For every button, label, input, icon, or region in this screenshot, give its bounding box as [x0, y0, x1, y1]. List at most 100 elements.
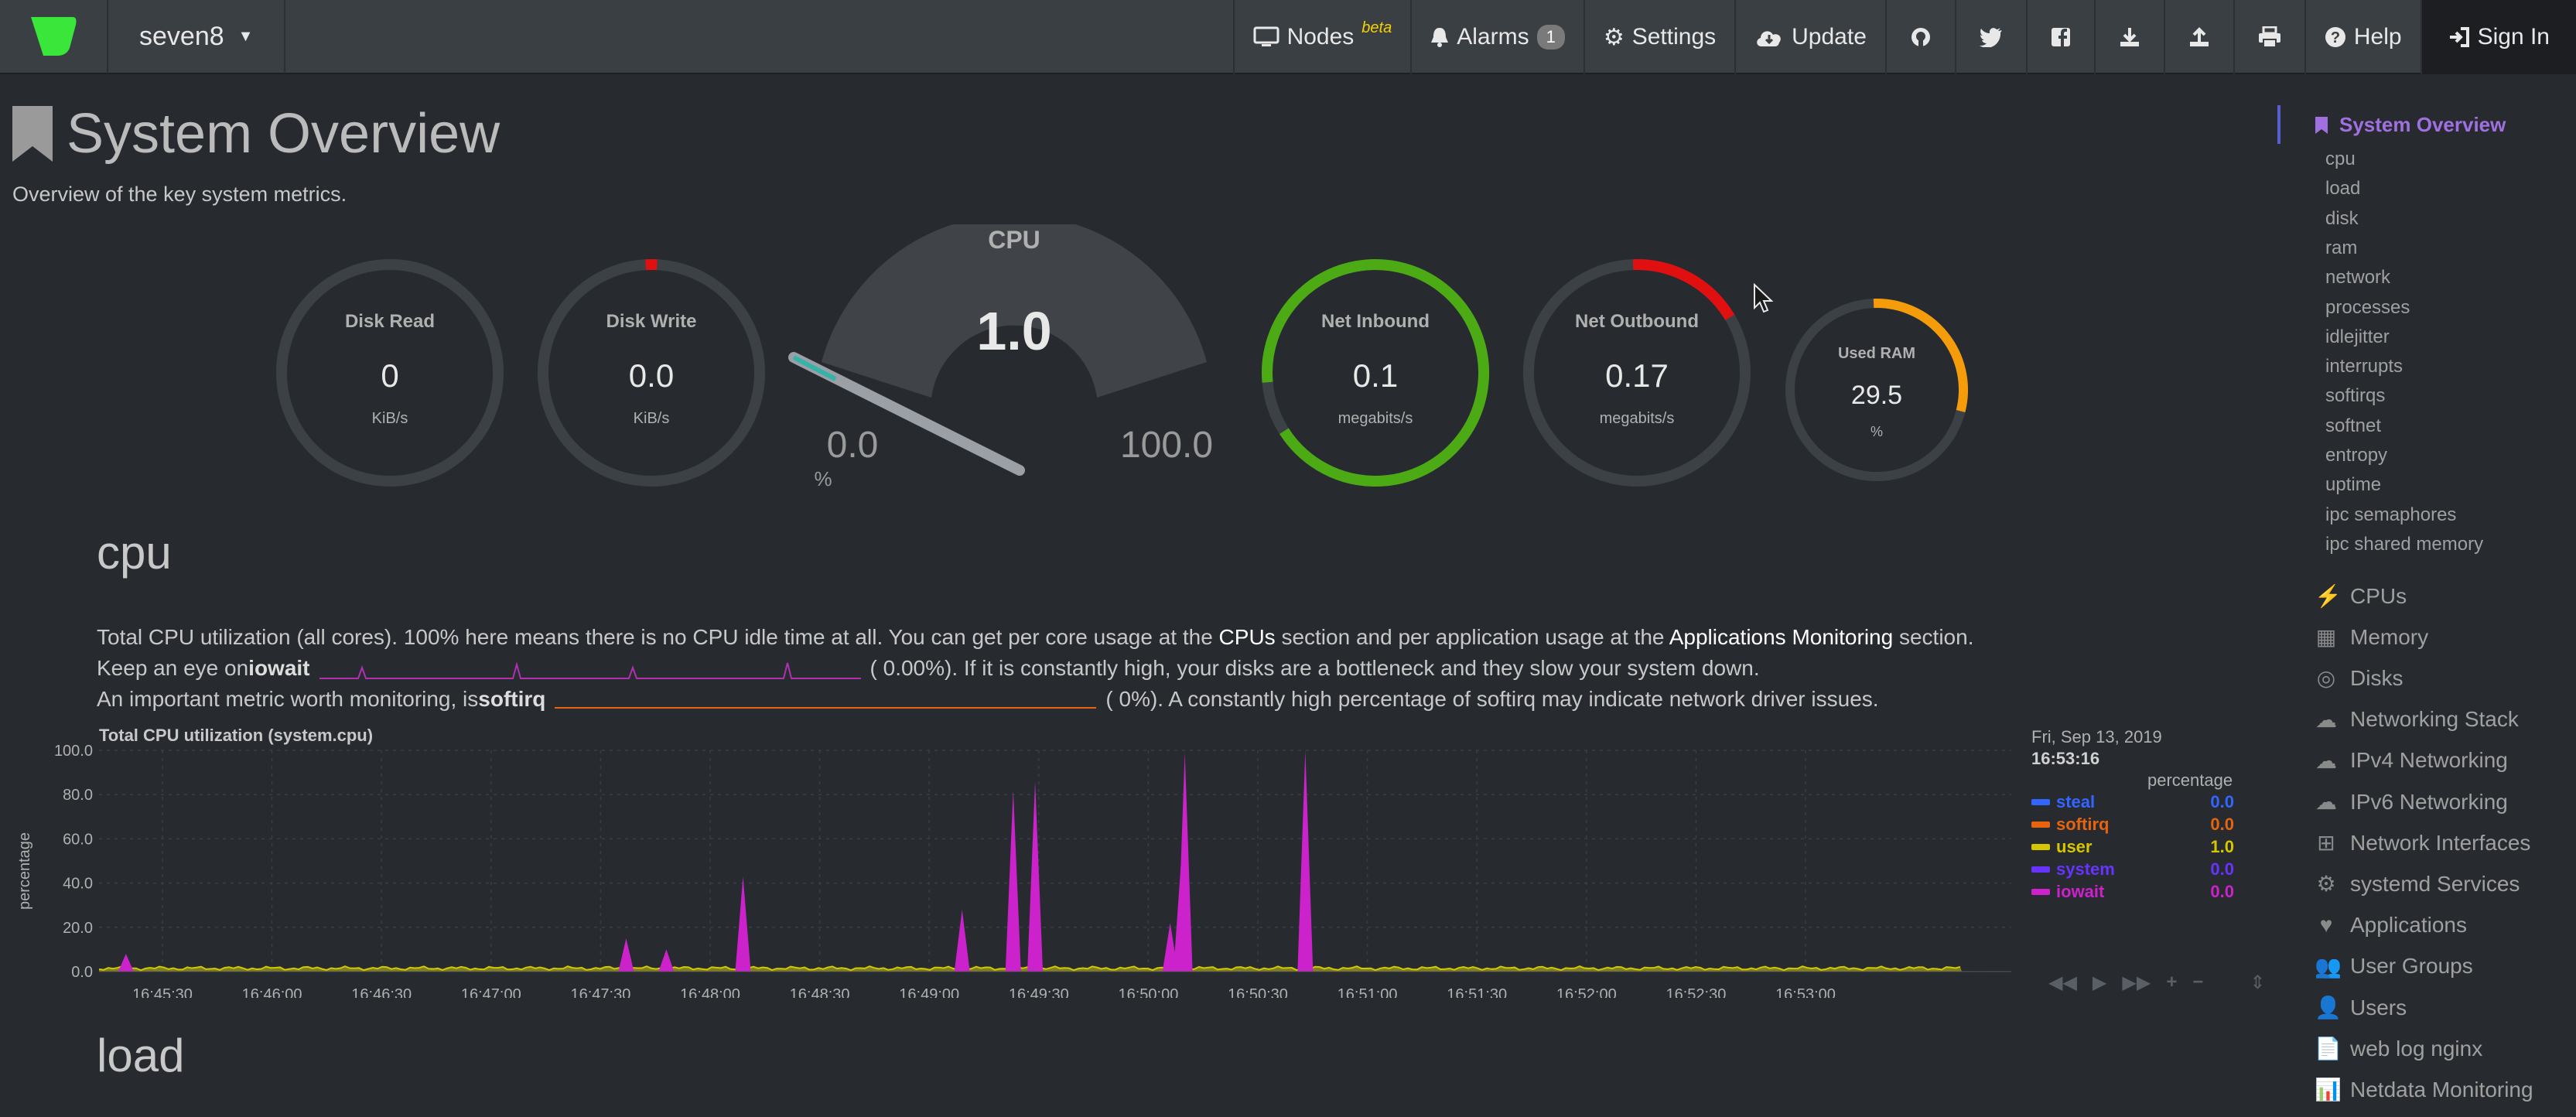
legend-swatch	[2031, 799, 2050, 805]
sidebar-subitem-ipc-semaphores[interactable]: ipc semaphores	[2325, 504, 2457, 525]
svg-text:?: ?	[2331, 29, 2340, 46]
iowait-spike	[1177, 752, 1193, 972]
help-label: Help	[2353, 24, 2402, 50]
legend-series-value: 0.0	[2210, 815, 2234, 834]
netdata-logo[interactable]	[0, 0, 108, 73]
cloud-download-icon	[1757, 31, 1781, 46]
softirq-sparkline	[555, 707, 1097, 709]
iowait-spike	[954, 909, 970, 972]
sidebar-subitem-disk[interactable]: disk	[2325, 207, 2359, 229]
cpu-gauge[interactable]	[788, 224, 1207, 476]
sidebar-subitem-cpu[interactable]: cpu	[2325, 149, 2356, 169]
y-tick-label: 40.0	[63, 876, 93, 893]
sidebar-section-memory[interactable]: ▦ Memory	[2315, 624, 2428, 650]
gear-icon: ⚙	[1603, 24, 1625, 50]
sidebar-section-user-groups[interactable]: 👥 User Groups	[2315, 954, 2473, 979]
update-button[interactable]: Update	[1734, 0, 1885, 74]
help-button[interactable]: ? Help	[2304, 0, 2421, 74]
update-label: Update	[1792, 24, 1867, 50]
resize-handle-icon[interactable]: ⇕	[2250, 972, 2266, 993]
sidebar-subitem-entropy[interactable]: entropy	[2325, 445, 2388, 466]
sidebar-subitem-network[interactable]: network	[2325, 267, 2391, 289]
sidebar-subitem-load[interactable]: load	[2325, 178, 2361, 200]
net-outbound-gauge[interactable]	[1523, 259, 1751, 487]
pan-left-icon[interactable]: ◀◀	[2048, 972, 2077, 993]
print-button[interactable]	[2233, 0, 2304, 74]
y-tick-label: 60.0	[63, 831, 93, 848]
sidebar-section-web-log-nginx[interactable]: 📄 web log nginx	[2315, 1036, 2482, 1061]
sidebar-section-network-interfaces[interactable]: ⊞ Network Interfaces	[2315, 830, 2530, 856]
net-outbound-title: Net Outbound	[1575, 311, 1699, 332]
monitor-icon	[1253, 26, 1279, 46]
sidebar-section-ipv6-networking[interactable]: ☁ IPv6 Networking	[2315, 789, 2508, 815]
cpus-link[interactable]: CPUs	[1218, 625, 1276, 649]
x-tick-label: 16:47:30	[570, 986, 630, 998]
sidebar-subitem-idlejitter[interactable]: idlejitter	[2325, 326, 2390, 347]
nodes-label: Nodes	[1286, 24, 1355, 50]
net-inbound-unit: megabits/s	[1338, 410, 1413, 427]
facebook-icon	[2051, 28, 2070, 46]
twitter-button[interactable]	[1954, 0, 2026, 74]
sidebar-subitem-softirqs[interactable]: softirqs	[2325, 385, 2386, 407]
legend-swatch	[2031, 889, 2050, 895]
sidebar-section-cpus[interactable]: ⚡ CPUs	[2315, 583, 2407, 609]
legend-item-steal[interactable]: steal 0.0	[2031, 792, 2234, 812]
sidebar-item-system-overview[interactable]: System Overview	[2315, 113, 2506, 137]
sidebar-section-applications[interactable]: ♥ Applications	[2315, 913, 2467, 938]
facebook-button[interactable]	[2025, 0, 2094, 74]
play-icon[interactable]: ▶	[2092, 972, 2107, 993]
applications-monitoring-link[interactable]: Applications Monitoring	[1669, 625, 1894, 649]
cpu-gauge-value: 1.0	[976, 301, 1052, 361]
memory-icon: ▦	[2315, 625, 2337, 650]
users-icon: 👥	[2315, 954, 2342, 979]
sidebar-section-disks[interactable]: ◎ Disks	[2315, 665, 2403, 691]
zoom-out-icon[interactable]: −	[2192, 972, 2204, 992]
sidebar-subitem-interrupts[interactable]: interrupts	[2325, 356, 2403, 377]
alarms-button[interactable]: Alarms 1	[1410, 0, 1584, 74]
net-outbound-value: 0.17	[1605, 357, 1669, 394]
x-tick-label: 16:52:00	[1556, 986, 1617, 998]
sidebar-section-label: Disks	[2350, 665, 2403, 690]
sidebar-section-users[interactable]: 👤 Users	[2315, 995, 2407, 1020]
legend-item-user[interactable]: user 1.0	[2031, 837, 2234, 857]
file-icon: 📄	[2315, 1037, 2342, 1061]
upload-button[interactable]	[2163, 0, 2233, 74]
top-navbar: seven8 ▼ Nodes beta Alarms 1 ⚙ Settings …	[0, 0, 2576, 74]
sidebar-section-networking-stack[interactable]: ☁ Networking Stack	[2315, 707, 2519, 733]
sign-in-button[interactable]: Sign In	[2420, 0, 2576, 74]
pan-right-icon[interactable]: ▶▶	[2122, 972, 2151, 993]
softirq-label: softirq	[478, 687, 546, 711]
cpu-description-line2: Keep an eye on iowait ( 0.00%). If it is…	[97, 656, 1760, 681]
x-tick-label: 16:49:30	[1009, 986, 1069, 998]
sidebar-section-label: Networking Stack	[2350, 707, 2519, 732]
used-ram-gauge[interactable]	[1785, 299, 1968, 481]
disk-read-gauge[interactable]	[276, 259, 504, 487]
cpu-utilization-chart[interactable]: 0.0 20.0 40.0 60.0 80.0 100.0 16:45:30 16:46:00…	[0, 735, 2011, 998]
download-button[interactable]	[2093, 0, 2164, 74]
cpu-desc-text: Keep an eye on	[97, 656, 249, 680]
legend-item-iowait[interactable]: iowait 0.0	[2031, 882, 2234, 902]
sidebar-active-label: System Overview	[2339, 113, 2506, 136]
sidebar-subitem-uptime[interactable]: uptime	[2325, 474, 2382, 496]
legend-item-softirq[interactable]: softirq 0.0	[2031, 815, 2234, 835]
sidebar-subitem-ram[interactable]: ram	[2325, 237, 2358, 258]
cloud-icon: ☁	[2315, 790, 2337, 814]
twitter-icon	[1979, 28, 2002, 47]
net-inbound-gauge[interactable]	[1262, 259, 1489, 487]
settings-button[interactable]: ⚙ Settings	[1583, 0, 1734, 74]
nodes-button[interactable]: Nodes beta	[1232, 0, 1411, 74]
disk-write-gauge[interactable]	[538, 259, 765, 487]
disk-write-value: 0.0	[628, 357, 675, 394]
sidebar-section-netdata-monitoring[interactable]: 📊 Netdata Monitoring	[2315, 1077, 2533, 1102]
zoom-in-icon[interactable]: +	[2166, 972, 2178, 992]
sidebar-section-systemd-services[interactable]: ⚙ systemd Services	[2315, 871, 2520, 897]
legend-item-system[interactable]: system 0.0	[2031, 859, 2234, 880]
github-button[interactable]	[1884, 0, 1955, 74]
page-title-text: System Overview	[67, 103, 501, 165]
host-selector[interactable]: seven8 ▼	[108, 0, 286, 73]
sidebar-section-ipv4-networking[interactable]: ☁ IPv4 Networking	[2315, 748, 2508, 774]
iowait-label: iowait	[248, 656, 310, 680]
sidebar-subitem-softnet[interactable]: softnet	[2325, 415, 2382, 436]
sidebar-subitem-processes[interactable]: processes	[2325, 296, 2410, 318]
sidebar-subitem-ipc-shared-memory[interactable]: ipc shared memory	[2325, 533, 2484, 555]
